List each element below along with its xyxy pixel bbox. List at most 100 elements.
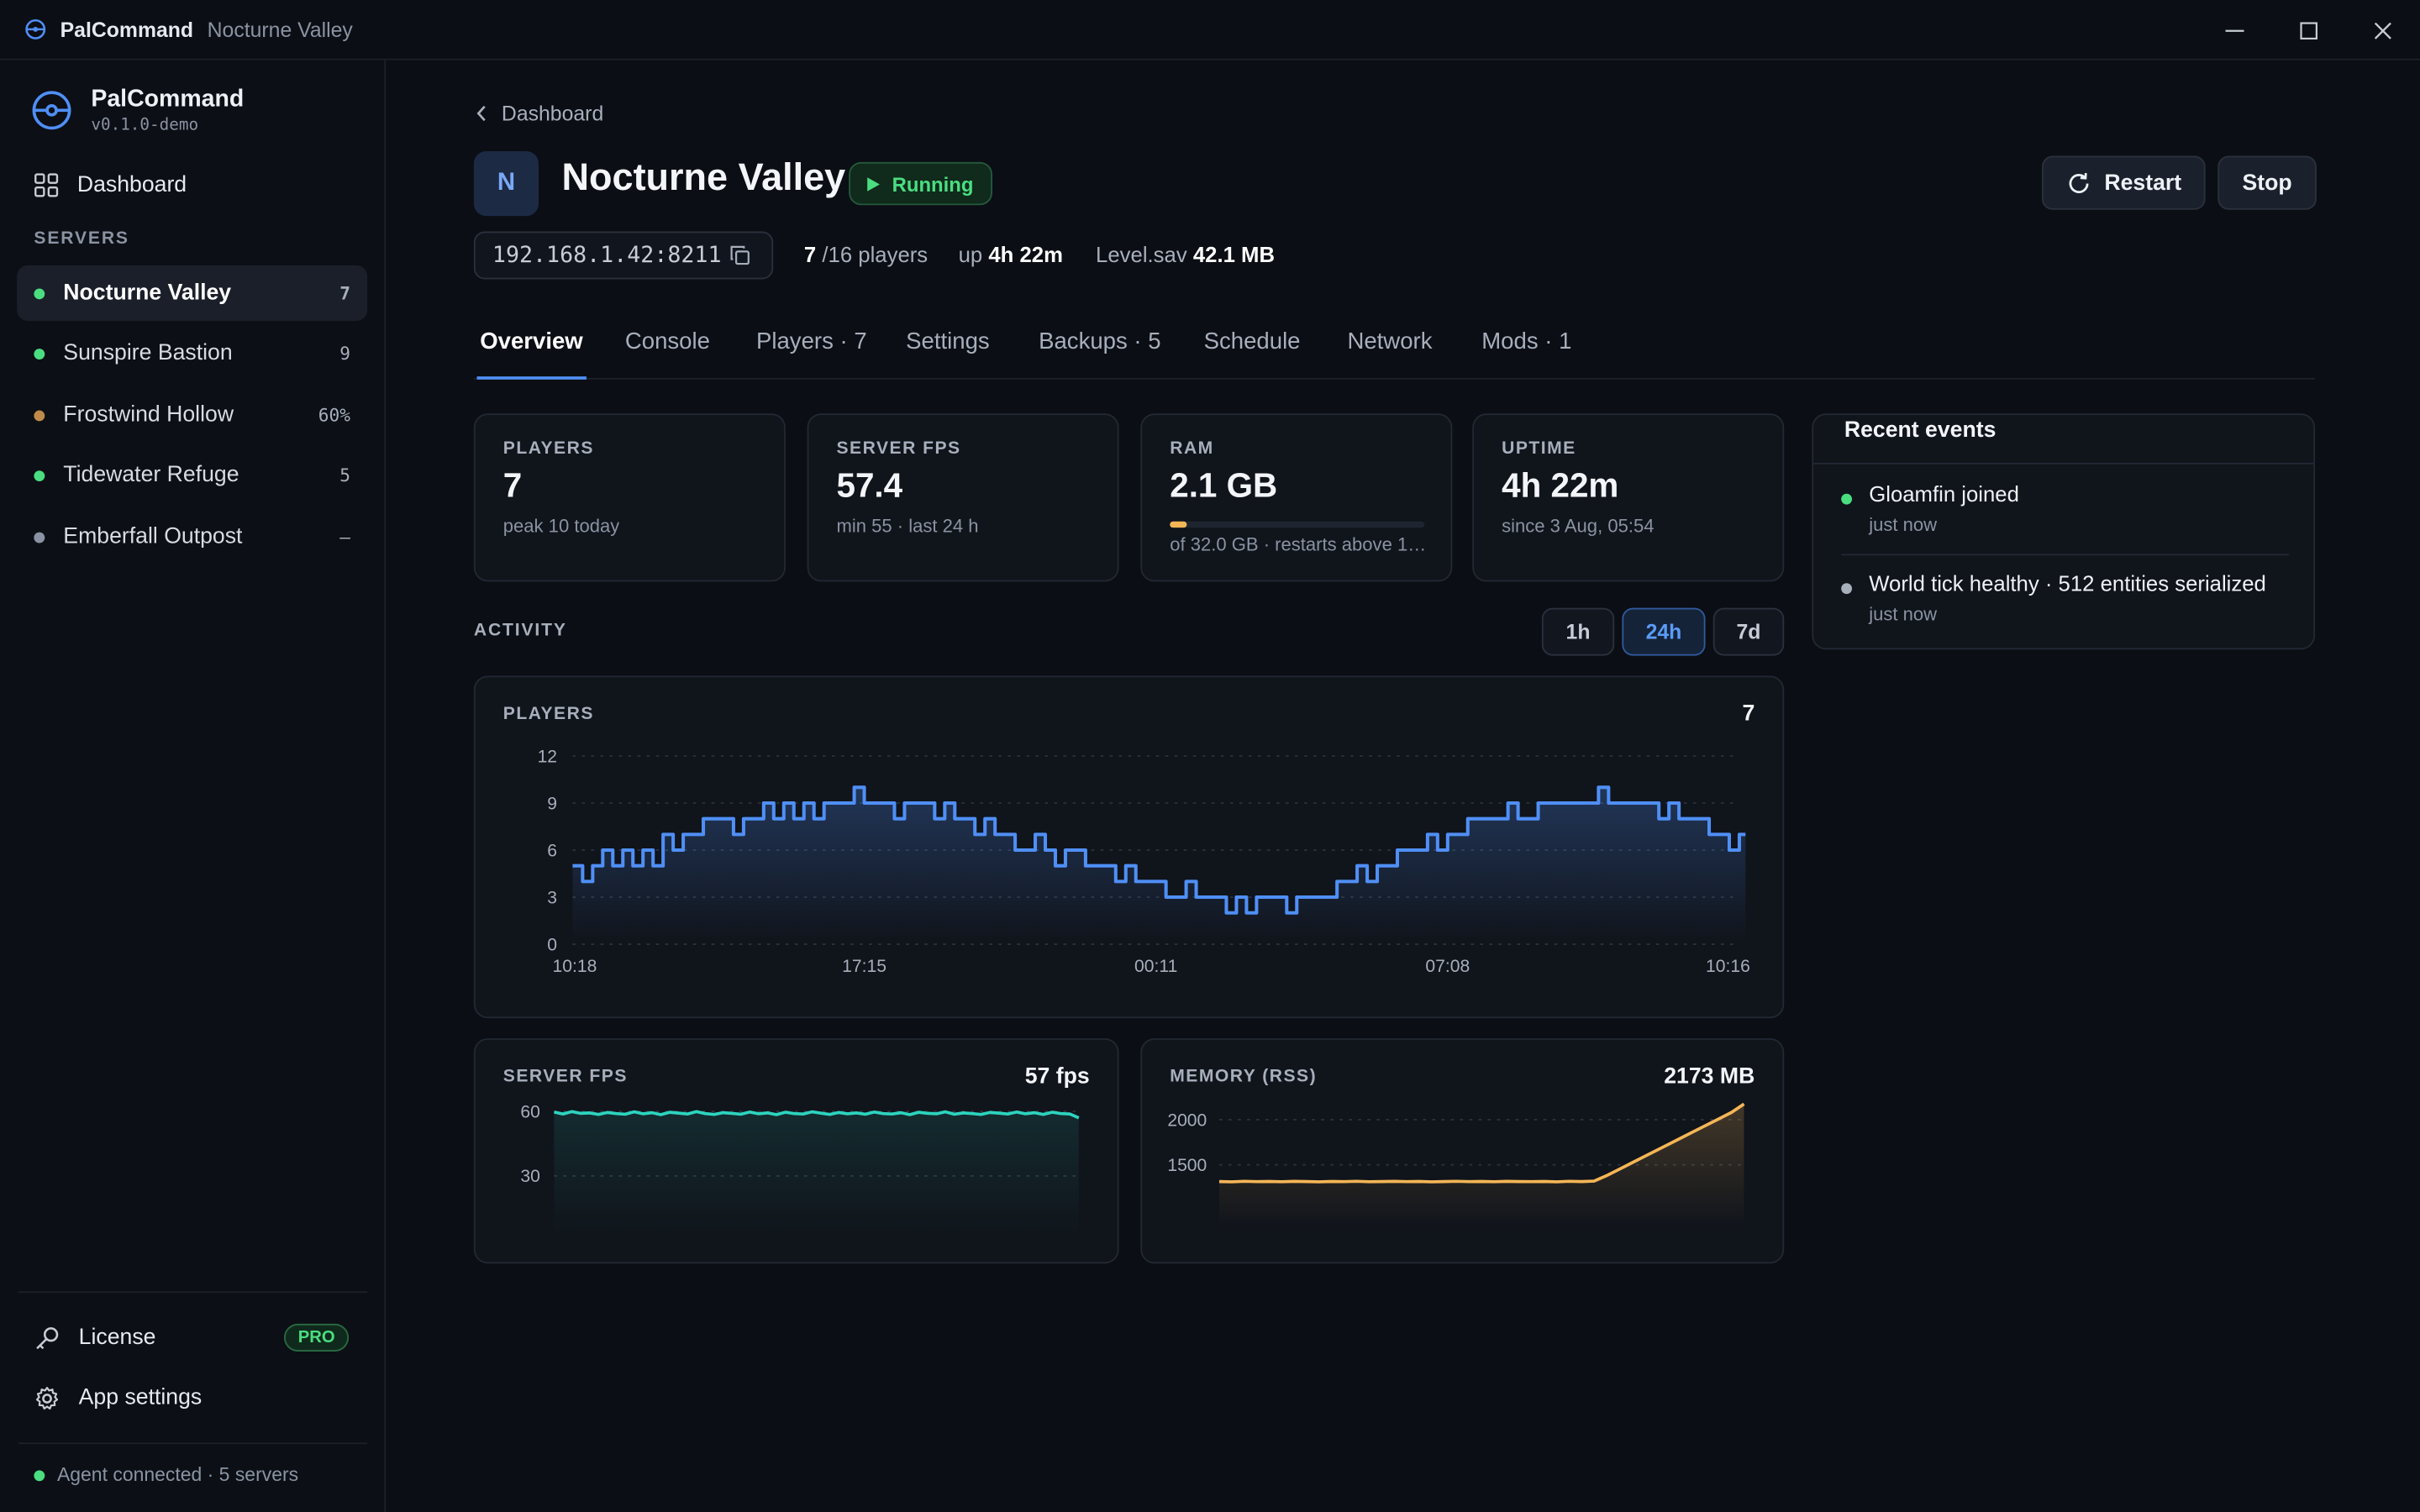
server-count: 9 xyxy=(339,342,350,365)
refresh-icon xyxy=(2068,172,2088,193)
brand-logo-icon xyxy=(32,91,71,130)
stat-value: 4h 22m xyxy=(1502,465,1619,505)
title-bar: PalCommand Nocturne Valley xyxy=(0,0,2420,60)
sidebar-divider xyxy=(18,1442,368,1445)
y-tick-label: 1500 xyxy=(1167,1156,1207,1175)
breadcrumb[interactable]: Dashboard xyxy=(476,102,604,125)
memory-chart: 1500 2000 xyxy=(1167,1102,1745,1229)
maximize-button[interactable] xyxy=(2272,0,2346,60)
x-tick-label: 00:11 xyxy=(1134,957,1177,976)
minimize-button[interactable] xyxy=(2197,0,2271,60)
server-item-frostwind-hollow[interactable]: Frostwind Hollow 60% xyxy=(17,387,367,443)
status-dot xyxy=(34,348,45,360)
range-7d-button[interactable]: 7d xyxy=(1712,607,1785,656)
tab-console[interactable]: Console xyxy=(624,328,710,355)
y-tick-label: 9 xyxy=(547,794,557,813)
server-name: Sunspire Bastion xyxy=(63,340,233,366)
uptime-value: 4h 22m xyxy=(988,242,1063,267)
server-address-text: 192.168.1.42:8211 xyxy=(492,243,722,268)
tab-settings[interactable]: Settings xyxy=(906,328,990,355)
sidebar: PalCommand v0.1.0-demo Dashboard SERVERS… xyxy=(0,60,387,1512)
copy-icon[interactable] xyxy=(731,245,751,265)
sidebar-divider xyxy=(18,1291,368,1294)
maximize-icon xyxy=(2300,21,2317,39)
save-meta: Level.sav 42.1 MB xyxy=(1096,242,1275,266)
server-item-tidewater-refuge[interactable]: Tidewater Refuge 5 xyxy=(17,448,367,503)
server-name: Frostwind Hollow xyxy=(63,402,234,428)
license-label: License xyxy=(78,1325,156,1351)
tab-bar: Overview Console Players · 7 Settings Ba… xyxy=(473,326,2316,380)
tab-schedule[interactable]: Schedule xyxy=(1203,328,1301,355)
titlebar-app-name: PalCommand xyxy=(60,18,194,41)
agent-status-dot xyxy=(34,1469,45,1481)
server-item-emberfall-outpost[interactable]: Emberfall Outpost – xyxy=(17,509,367,564)
tab-overview[interactable]: Overview xyxy=(476,328,586,380)
players-current: 7 xyxy=(803,242,817,267)
server-avatar: N xyxy=(473,150,539,217)
players-meta: 7 /16 players xyxy=(804,242,928,266)
server-address[interactable]: 192.168.1.42:8211 xyxy=(473,231,774,280)
ram-usage-fill xyxy=(1170,521,1187,528)
server-item-nocturne-valley[interactable]: Nocturne Valley 7 xyxy=(17,265,368,322)
tab-players[interactable]: Players · 7 xyxy=(755,328,867,355)
status-dot xyxy=(34,470,45,481)
series-area xyxy=(1218,1104,1744,1229)
save-file: Level.sav xyxy=(1096,242,1187,267)
stat-key: RAM xyxy=(1170,439,1214,459)
series-line xyxy=(553,1110,1080,1120)
memory-chart-card: MEMORY (RSS) 2173 MB 1500 2000 xyxy=(1140,1038,1785,1264)
chart-current-value: 2173 MB xyxy=(1664,1064,1755,1089)
stat-sub: since 3 Aug, 05:54 xyxy=(1502,515,1655,538)
event-text: Gloamfin joined xyxy=(1869,481,2019,507)
fps-chart: 30 60 xyxy=(520,1102,1080,1241)
stat-key: SERVER FPS xyxy=(836,439,961,459)
y-tick-label: 60 xyxy=(520,1102,539,1121)
nav-license[interactable]: License PRO xyxy=(18,1313,367,1362)
status-dot xyxy=(34,531,45,543)
nav-app-settings[interactable]: App settings xyxy=(18,1373,367,1423)
tab-mods[interactable]: Mods · 1 xyxy=(1481,328,1572,355)
series-line xyxy=(572,785,1746,915)
chevron-left-icon xyxy=(476,105,486,122)
stat-value: 7 xyxy=(502,465,523,505)
event-dot xyxy=(1841,583,1853,595)
nav-dashboard[interactable]: Dashboard xyxy=(18,162,367,208)
stop-label: Stop xyxy=(2242,170,2292,196)
chart-title: PLAYERS xyxy=(502,705,594,724)
y-tick-label: 3 xyxy=(547,888,557,907)
series-area xyxy=(554,1111,1079,1241)
tab-backups[interactable]: Backups · 5 xyxy=(1039,328,1161,355)
range-24h-button[interactable]: 24h xyxy=(1622,607,1706,656)
chart-current-value: 57 fps xyxy=(1024,1064,1090,1089)
status-label: Running xyxy=(892,171,974,196)
server-name: Emberfall Outpost xyxy=(63,524,243,549)
titlebar-server-name: Nocturne Valley xyxy=(207,18,353,41)
activity-label: ACTIVITY xyxy=(473,622,567,641)
players-chart: 0 3 6 9 12 10:18 17:15 00:11 07:08 10:16 xyxy=(538,747,1750,976)
stat-key: UPTIME xyxy=(1502,439,1576,459)
key-icon xyxy=(36,1326,59,1349)
chart-current-value: 7 xyxy=(1742,701,1755,727)
stat-card-ram: RAM 2.1 GB of 32.0 GB · restarts above 1… xyxy=(1140,413,1453,582)
server-count: 7 xyxy=(339,282,350,304)
range-1h-button[interactable]: 1h xyxy=(1541,607,1615,656)
events-divider xyxy=(1813,463,2314,465)
restart-label: Restart xyxy=(2104,170,2182,196)
close-button[interactable] xyxy=(2346,0,2420,60)
restart-button[interactable]: Restart xyxy=(2041,155,2206,210)
brand: PalCommand v0.1.0-demo xyxy=(31,87,244,134)
stat-card-uptime: UPTIME 4h 22m since 3 Aug, 05:54 xyxy=(1472,413,1785,582)
play-icon xyxy=(867,176,880,191)
stat-value: 57.4 xyxy=(836,465,903,505)
breadcrumb-label: Dashboard xyxy=(501,102,604,125)
players-chart-card: PLAYERS 7 0 3 6 9 12 10:18 17:15 00:11 07:08 10:1… xyxy=(473,675,1785,1019)
stop-button[interactable]: Stop xyxy=(2217,155,2317,210)
uptime-prefix: up xyxy=(958,242,983,267)
stat-key: PLAYERS xyxy=(502,439,594,459)
recent-events-card: Recent events Gloamfin joined just now W… xyxy=(1812,413,2316,650)
stat-sub: min 55 · last 24 h xyxy=(836,515,979,538)
server-item-sunspire-bastion[interactable]: Sunspire Bastion 9 xyxy=(17,326,367,381)
grid-icon xyxy=(34,173,59,197)
tab-network[interactable]: Network xyxy=(1347,328,1433,355)
stat-card-fps: SERVER FPS 57.4 min 55 · last 24 h xyxy=(807,413,1119,582)
